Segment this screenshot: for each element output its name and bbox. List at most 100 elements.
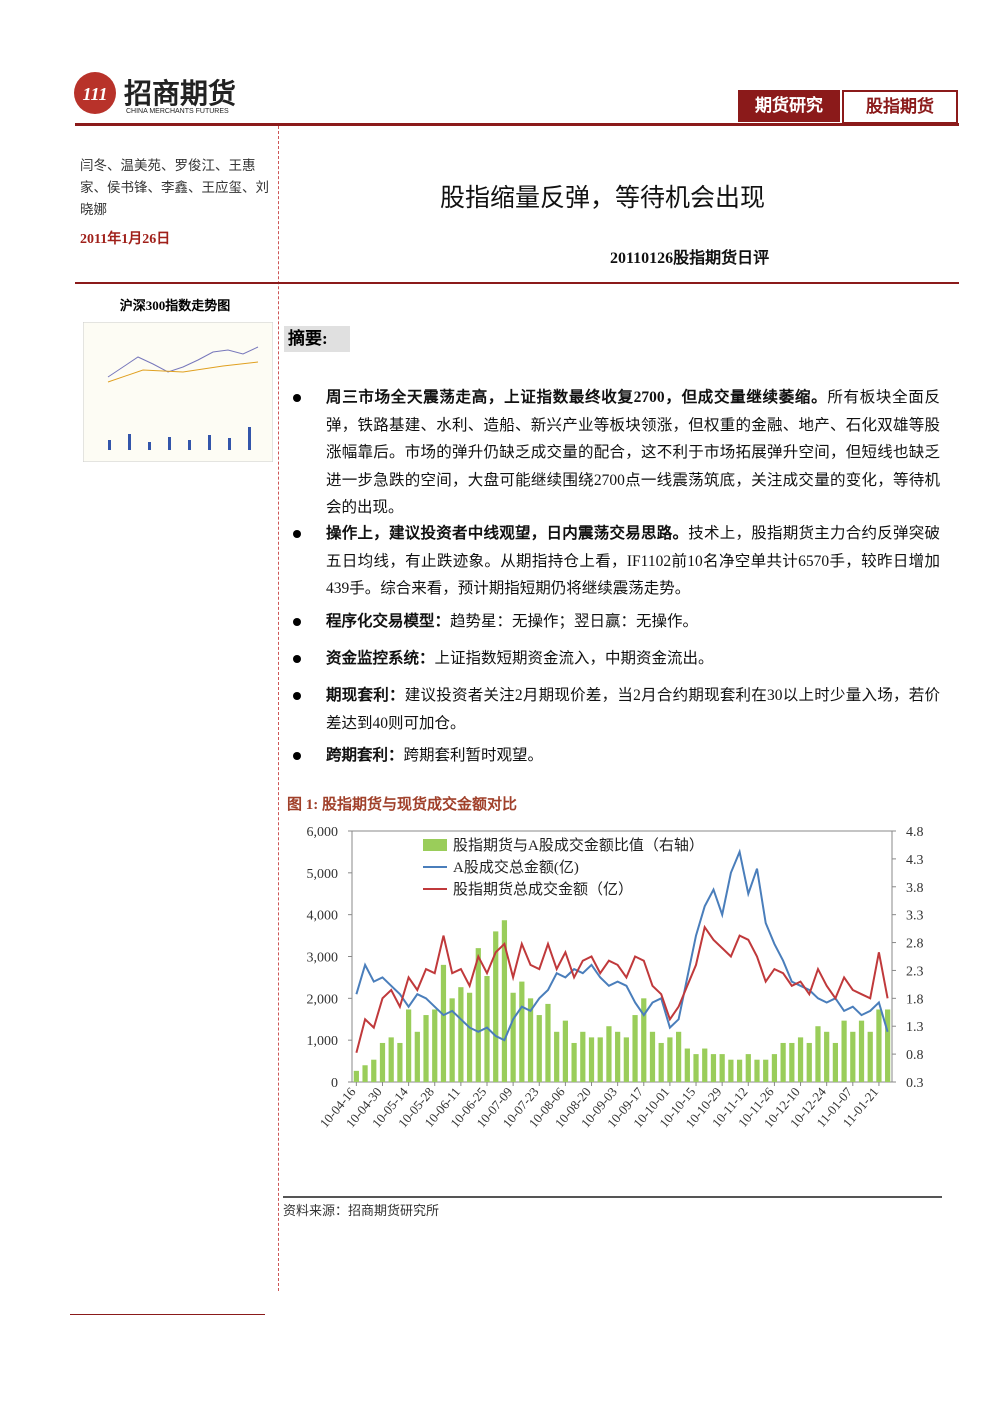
bar xyxy=(841,1020,847,1082)
bar xyxy=(554,1031,560,1082)
bar xyxy=(676,1031,682,1082)
legend-label: 股指期货总成交金额（亿） xyxy=(453,880,633,898)
bar xyxy=(623,1037,629,1082)
bar xyxy=(658,1042,664,1082)
bullet xyxy=(293,618,301,626)
bar xyxy=(580,1031,586,1082)
bar xyxy=(406,1009,412,1082)
y2-tick-label: 3.8 xyxy=(906,881,924,896)
bullet xyxy=(293,655,301,663)
bar xyxy=(815,1026,821,1082)
bar xyxy=(493,931,499,1082)
legend-swatch xyxy=(423,839,447,851)
sidebar-caption: 沪深300指数走势图 xyxy=(119,298,231,313)
bar xyxy=(484,976,490,1082)
figure-caption: 图 1: 股指期货与现货成交金额对比 xyxy=(287,797,517,813)
bar xyxy=(562,1020,568,1082)
summary-item: 程序化交易模型：趋势星：无操作；翌日赢：无操作。 xyxy=(326,608,940,636)
bar xyxy=(423,1015,429,1082)
logo-icon: 111 xyxy=(74,72,116,114)
legend-label: A股成交总金额(亿) xyxy=(453,858,579,876)
bar xyxy=(527,998,534,1082)
bullet xyxy=(293,530,301,538)
summary-item: 资金监控系统：上证指数短期资金流入，中期资金流出。 xyxy=(326,645,940,673)
bar xyxy=(449,998,455,1082)
chart: 0 1,000 2,000 3,000 4,000 5,000 6,000 0.3 0.8 1.3… xyxy=(307,825,924,1130)
subtitle: 20110126股指期货日评 xyxy=(610,250,770,267)
line xyxy=(355,924,889,1053)
bar xyxy=(832,1042,838,1082)
bar xyxy=(388,1037,394,1082)
y-tick-label: 3,000 xyxy=(307,951,339,966)
bar xyxy=(545,1003,551,1082)
item-text: 技术上，股指期货主力合约反弹突破五日均线，有止跌迹象。从期指持仓上看，IF110… xyxy=(326,525,940,597)
svg-text:111: 111 xyxy=(82,84,107,104)
bar xyxy=(728,1059,734,1082)
bullet xyxy=(293,394,301,402)
bar xyxy=(536,1015,542,1082)
bar xyxy=(850,1031,856,1082)
bar xyxy=(440,964,447,1082)
y-tick-label: 1,000 xyxy=(307,1034,339,1049)
bar xyxy=(649,1031,656,1082)
section-rule xyxy=(75,282,959,284)
title: 股指缩量反弹，等待机会出现 xyxy=(440,185,766,212)
logo-en: CHINA MERCHANTS FUTURES xyxy=(126,108,229,115)
bar xyxy=(397,1042,403,1082)
bar xyxy=(353,1070,359,1082)
footer-rule xyxy=(70,1314,265,1315)
y-tick-label: 2,000 xyxy=(307,992,339,1007)
bar xyxy=(466,992,473,1082)
summary-item: 周三市场全天震荡走高，上证指数最终收复2700，但成交量继续萎缩。所有板块全面反… xyxy=(326,384,940,522)
bar xyxy=(597,1037,603,1082)
bar xyxy=(858,1020,865,1082)
bar xyxy=(458,987,464,1082)
bar xyxy=(867,1031,873,1082)
item-lead: 期现套利： xyxy=(326,687,405,704)
item-lead: 周三市场全天震荡走高，上证指数最终收复2700，但成交量继续萎缩。 xyxy=(326,389,828,406)
bar xyxy=(885,1009,891,1082)
y-tick-label: 5,000 xyxy=(307,867,339,882)
y2-tick-label: 2.8 xyxy=(906,937,924,952)
summary-heading: 摘要: xyxy=(284,326,350,352)
bar xyxy=(754,1059,760,1082)
bar xyxy=(667,1037,673,1082)
bar xyxy=(763,1059,769,1082)
bar xyxy=(789,1042,795,1082)
bar xyxy=(710,1054,717,1082)
y2-tick-label: 3.3 xyxy=(906,909,924,924)
y2-tick-label: 2.3 xyxy=(906,964,924,979)
bar xyxy=(771,1054,778,1082)
bar xyxy=(806,1042,812,1082)
item-lead: 操作上，建议投资者中线观望，日内震荡交易思路。 xyxy=(326,525,689,542)
y2-tick-label: 1.3 xyxy=(906,1020,924,1035)
y2-tick-label: 0.3 xyxy=(906,1076,924,1091)
item-text: 趋势星：无操作；翌日赢：无操作。 xyxy=(450,613,699,630)
summary-item: 跨期套利：跨期套利暂时观望。 xyxy=(326,742,940,770)
bar xyxy=(501,920,508,1082)
bar xyxy=(780,1042,786,1082)
item-text: 建议投资者关注2月期现价差，当2月合约期现套利在30以上时少量入场，若价差达到4… xyxy=(326,687,940,732)
header-rule xyxy=(75,123,959,126)
y-tick-label: 6,000 xyxy=(307,825,339,840)
item-text: 所有板块全面反弹，铁路基建、水利、造船、新兴产业等板块领涨，但权重的金融、地产、… xyxy=(326,389,940,516)
logo-text: 招商期货 xyxy=(124,79,237,110)
authors: 闫冬、温美苑、罗俊江、王惠家、侯书锋、李鑫、王应玺、刘晓娜 xyxy=(80,158,269,217)
summary-item: 操作上，建议投资者中线观望，日内震荡交易思路。技术上，股指期货主力合约反弹突破五… xyxy=(326,520,940,603)
column-divider xyxy=(278,126,279,1291)
item-lead: 资金监控系统： xyxy=(326,650,435,667)
item-text: 跨期套利暂时观望。 xyxy=(403,747,544,764)
bar xyxy=(510,992,516,1082)
y2-tick-label: 1.8 xyxy=(906,992,924,1007)
legend-label: 股指期货与A股成交金额比值（右轴） xyxy=(453,836,704,854)
y2-tick-label: 4.8 xyxy=(906,825,924,840)
y-tick-label: 4,000 xyxy=(307,909,339,924)
bar xyxy=(571,1042,577,1082)
bar xyxy=(519,981,525,1082)
bar xyxy=(615,1031,621,1082)
bar xyxy=(745,1054,751,1082)
bar xyxy=(632,1015,638,1082)
bar xyxy=(876,1009,882,1082)
bar xyxy=(475,948,481,1082)
